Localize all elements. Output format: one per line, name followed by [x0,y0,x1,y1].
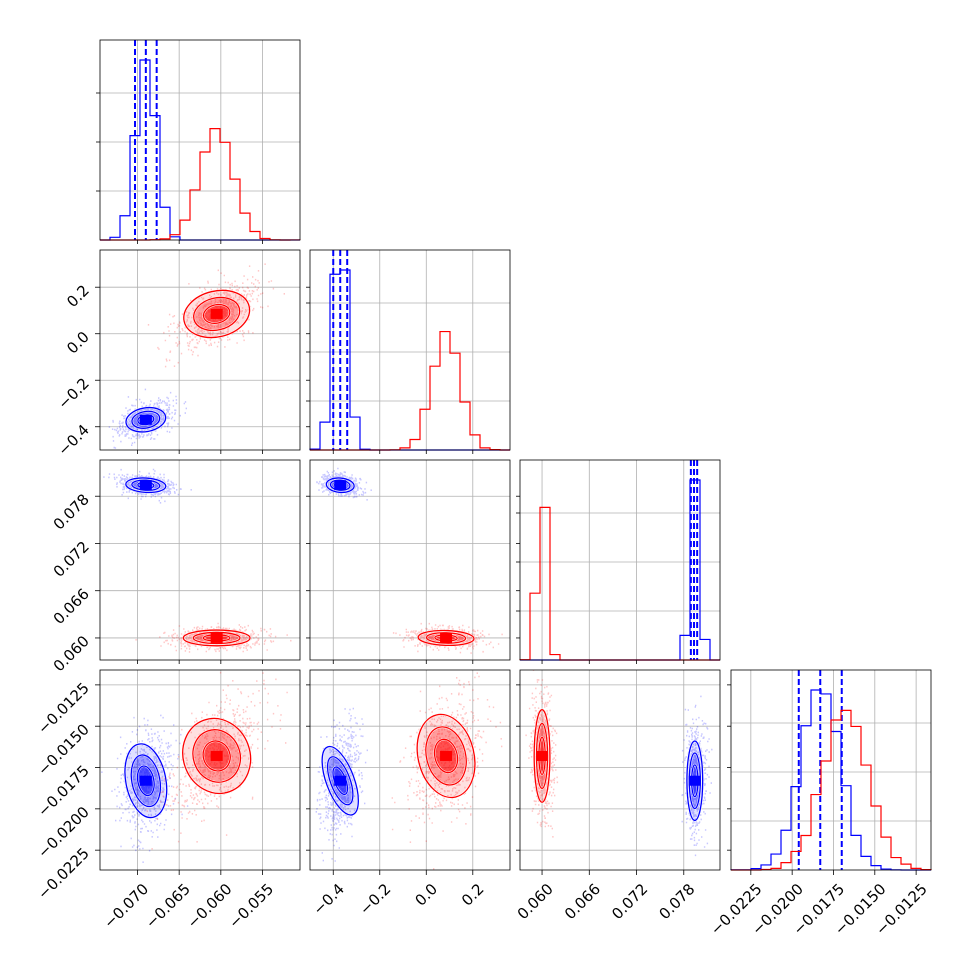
scatter-points [316,467,503,654]
hist-panel-1 [96,39,301,241]
x-tick-label: 0.072 [608,880,651,923]
hist-frame [519,459,721,661]
scatter-series-2 [146,671,288,850]
density-peak [440,750,453,761]
x-tick-label: 0.066 [561,880,604,923]
y-tick-label: 0.072 [50,538,93,581]
contour-level [202,303,231,325]
scatter-panel-4-3 [519,669,721,871]
panel-frame [99,459,301,661]
contour-level [417,629,475,647]
hist-series-1 [100,59,300,241]
density-peak [688,775,701,786]
hist-panel-3 [516,459,721,661]
density-peak [210,308,223,319]
panel-frame [309,459,511,661]
contour-level [136,765,155,797]
x-tick-label: −0.070 [100,880,152,932]
y-tick-label: 0.060 [50,632,93,675]
y-tick-label: −0.2 [54,374,92,412]
scatter-points [108,263,285,449]
density-peak [334,480,347,491]
scatter-points [103,468,292,653]
y-tick-label: 0.078 [50,490,93,533]
contour-level [125,406,167,433]
contour-level [192,631,241,645]
scatter-points [525,670,713,857]
contour-level [425,726,467,786]
y-tick-label: 0.2 [63,281,93,311]
scatter-panel-3-2 [309,459,511,661]
x-tick-label: −0.060 [184,880,236,932]
hist-frame [309,249,511,451]
density-peak [210,750,223,761]
contour-level [325,477,355,494]
contour-level [131,479,161,491]
x-tick-label: −0.065 [142,880,194,932]
x-tick-label: −0.055 [225,880,277,932]
contour-level [182,717,252,795]
contour-level [321,745,359,816]
density-peak [536,750,549,761]
y-tick-label: −0.4 [54,421,92,459]
contour-level [416,713,476,799]
density-peak [139,414,152,425]
panel-frame [519,669,721,871]
x-tick-label: 0.078 [655,880,698,923]
scatter-series-2 [147,263,285,368]
contour-level [533,709,551,803]
scatter-points [315,672,503,870]
contour-level [130,754,162,808]
density-peak [139,775,152,786]
contour-level [326,756,354,806]
contour-level [124,743,168,819]
panel-frame [99,669,301,871]
hist-series-1 [730,689,931,871]
density-peak [139,480,152,491]
panel-frame [309,669,511,871]
scatter-panel-4-2 [309,669,511,871]
hist-series-2 [731,709,932,871]
y-tick-label: 0.0 [63,328,93,358]
y-tick-label: 0.066 [50,585,93,628]
scatter-panel-3-1 [99,459,301,661]
contour-level [192,729,242,783]
density-peak [334,775,347,786]
x-tick-label: −0.2 [356,880,394,918]
scatter-points [101,671,288,863]
scatter-panel-2-1 [99,249,301,451]
contour-level [131,410,161,429]
hist-frame [730,669,932,871]
contour-level [125,477,167,494]
panel-frame [99,249,301,451]
contour-level [183,289,251,339]
scatter-panel-4-1 [99,669,301,871]
contour-level [193,296,241,332]
x-tick-label: 0.2 [458,880,488,910]
x-tick-label: 0.060 [514,880,557,923]
contour-level [182,629,251,647]
x-tick-label: −0.4 [310,880,348,918]
contour-level [433,738,459,774]
hist-panel-2 [306,249,511,451]
density-peak [440,632,453,643]
density-peak [210,632,223,643]
hist-panel-4 [730,669,932,871]
contour-level [686,740,704,822]
contour-level [202,740,231,772]
hist-frame [99,39,301,241]
x-tick-label: 0.0 [411,880,441,910]
contour-level [425,632,467,644]
